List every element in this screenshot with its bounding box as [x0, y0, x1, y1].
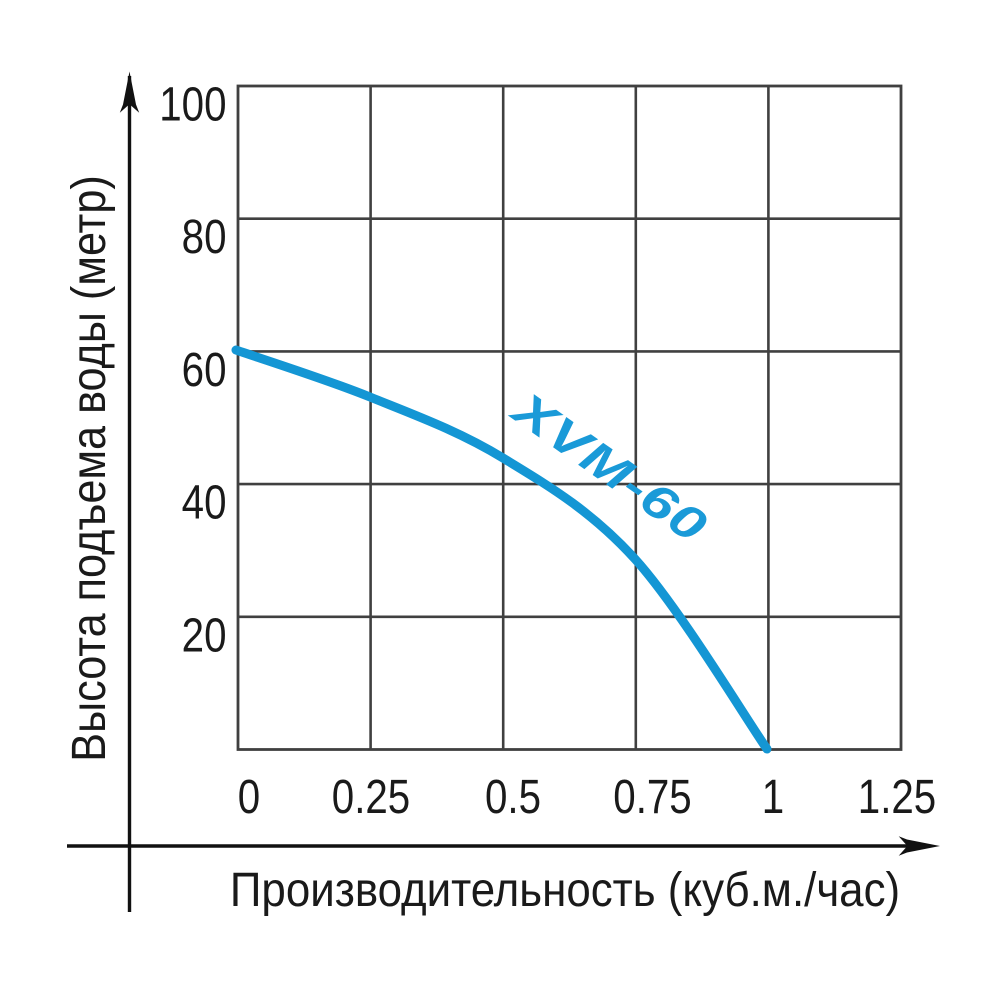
svg-text:0.5: 0.5 [485, 771, 541, 824]
svg-text:80: 80 [182, 211, 227, 264]
svg-text:100: 100 [159, 78, 226, 131]
svg-text:20: 20 [182, 609, 227, 662]
svg-text:0: 0 [238, 771, 260, 824]
svg-text:1.25: 1.25 [858, 771, 936, 824]
svg-text:0.75: 0.75 [613, 771, 691, 824]
svg-text:Производительность (куб.м./час: Производительность (куб.м./час) [230, 862, 900, 916]
svg-text:0.25: 0.25 [332, 771, 410, 824]
svg-text:40: 40 [182, 476, 227, 529]
svg-text:Высота подъема воды (метр): Высота подъема воды (метр) [62, 175, 116, 761]
svg-text:1: 1 [762, 771, 784, 824]
svg-text:60: 60 [182, 344, 227, 397]
